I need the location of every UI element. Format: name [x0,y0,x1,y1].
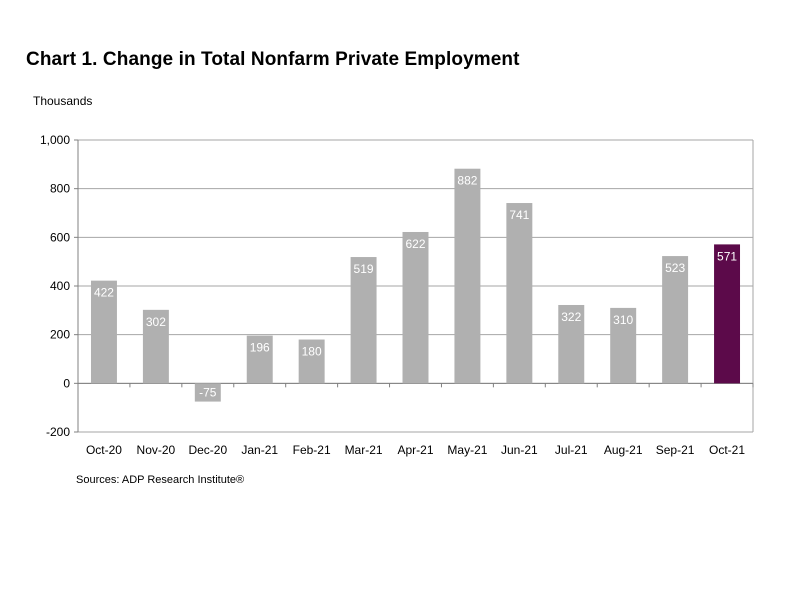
x-tick-label: Mar-21 [345,443,383,457]
bar [506,203,533,384]
bar-highlight [714,244,741,384]
y-tick-label: -200 [46,425,70,439]
bar [662,256,689,384]
x-tick-label: Dec-20 [188,443,227,457]
bar-value-label: 523 [665,261,685,275]
x-tick-label: Nov-20 [137,443,176,457]
bar [402,231,429,384]
x-tick-label: Jan-21 [241,443,278,457]
x-tick-label: Jul-21 [555,443,588,457]
y-tick-label: 400 [50,279,70,293]
x-tick-label: Oct-20 [86,443,122,457]
bar [610,307,637,384]
bar-value-label: 310 [613,313,633,327]
x-tick-label: Feb-21 [293,443,331,457]
bars [90,168,741,402]
bar [454,168,481,384]
bar [194,383,221,402]
x-tick-label: Jun-21 [501,443,538,457]
bar [558,304,585,384]
y-tick-label: 200 [50,328,70,342]
bar [298,339,325,384]
x-tick-label: Apr-21 [397,443,433,457]
chart-title: Chart 1. Change in Total Nonfarm Private… [26,49,520,70]
bar [142,309,169,384]
x-tick-label: Aug-21 [604,443,643,457]
bar-value-label: 519 [354,262,374,276]
x-tick-label: Oct-21 [709,443,745,457]
bar [350,257,377,384]
y-axis-unit-label: Thousands [33,94,93,108]
y-tick-label: 1,000 [40,133,70,147]
bar [246,335,273,384]
bar-value-label: 622 [405,237,425,251]
bar-value-label: 196 [250,341,270,355]
bar-value-label: 571 [717,249,737,263]
source-note: Sources: ADP Research Institute® [76,474,245,486]
bar-value-label: 422 [94,286,114,300]
axes [74,139,754,433]
bar-value-label: 180 [302,345,322,359]
bar-value-label: -75 [199,386,217,400]
bar [90,280,117,384]
bar-value-label: 322 [561,310,581,324]
y-tick-label: 600 [50,230,70,244]
bar-value-label: 302 [146,315,166,329]
y-tick-label: 0 [63,376,70,390]
y-tick-label: 800 [50,182,70,196]
bar-value-label: 741 [509,208,529,222]
labels: -200 0 200 400 600 800 1,000 422 Oct-20 302 Nov-20… [40,133,745,457]
bar-value-label: 882 [457,174,477,188]
x-tick-label: Sep-21 [656,443,695,457]
x-tick-label: May-21 [447,443,487,457]
